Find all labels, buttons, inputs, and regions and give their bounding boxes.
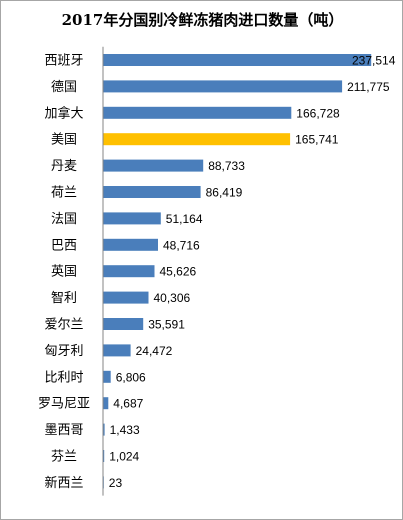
bar-12 (103, 344, 131, 357)
value-label: 48,716 (163, 238, 200, 252)
value-label: 1,433 (110, 423, 140, 437)
bar-11 (103, 318, 144, 330)
category-label: 新西兰 (44, 475, 83, 491)
value-label: 237,514 (352, 54, 396, 68)
bar-13 (103, 370, 111, 383)
category-label: 德国 (51, 80, 77, 95)
category-label: 法国 (51, 212, 77, 227)
value-label: 211,775 (347, 80, 390, 94)
bar-6 (103, 186, 201, 198)
category-label: 爱尔兰 (44, 318, 83, 333)
bar-16 (103, 450, 105, 462)
category-label: 巴西 (51, 238, 77, 253)
category-label: 比利时 (44, 370, 83, 385)
value-label: 4,687 (113, 397, 143, 411)
bar-7 (103, 212, 161, 225)
bar-2 (103, 80, 343, 93)
value-label: 88,733 (208, 159, 245, 173)
category-label: 英国 (51, 265, 77, 280)
category-label: 西班牙 (44, 54, 83, 69)
category-label: 匈牙利 (44, 344, 83, 359)
bar-1 (103, 54, 372, 66)
value-label: 1,024 (109, 450, 139, 464)
category-label: 墨西哥 (44, 423, 83, 438)
bar-5 (103, 159, 204, 172)
category-label: 加拿大 (44, 105, 83, 121)
value-label: 86,419 (206, 186, 243, 200)
value-label: 35,591 (148, 318, 185, 332)
chart-title: 2017年分国别冷鲜冻猪肉进口数量（吨） (61, 11, 344, 29)
category-label: 罗马尼亚 (38, 397, 90, 412)
bar-4 (103, 133, 291, 146)
value-label: 166,728 (296, 106, 340, 120)
bar-10 (103, 291, 149, 304)
bar-9 (103, 265, 155, 278)
value-label: 24,472 (136, 344, 173, 358)
category-label: 荷兰 (51, 186, 77, 201)
category-label: 芬兰 (51, 450, 77, 465)
value-label: 40,306 (154, 291, 191, 305)
category-label: 丹麦 (51, 159, 77, 174)
bar-8 (103, 238, 158, 251)
bar-14 (103, 397, 109, 410)
value-label: 51,164 (166, 212, 203, 226)
value-label: 45,626 (160, 265, 197, 279)
bar-3 (103, 106, 292, 119)
value-label: 6,806 (116, 370, 146, 384)
category-label: 智利 (51, 291, 77, 306)
category-label: 美国 (51, 133, 77, 148)
value-label: 23 (109, 476, 123, 490)
value-label: 165,741 (295, 133, 339, 147)
bar-15 (103, 423, 105, 436)
